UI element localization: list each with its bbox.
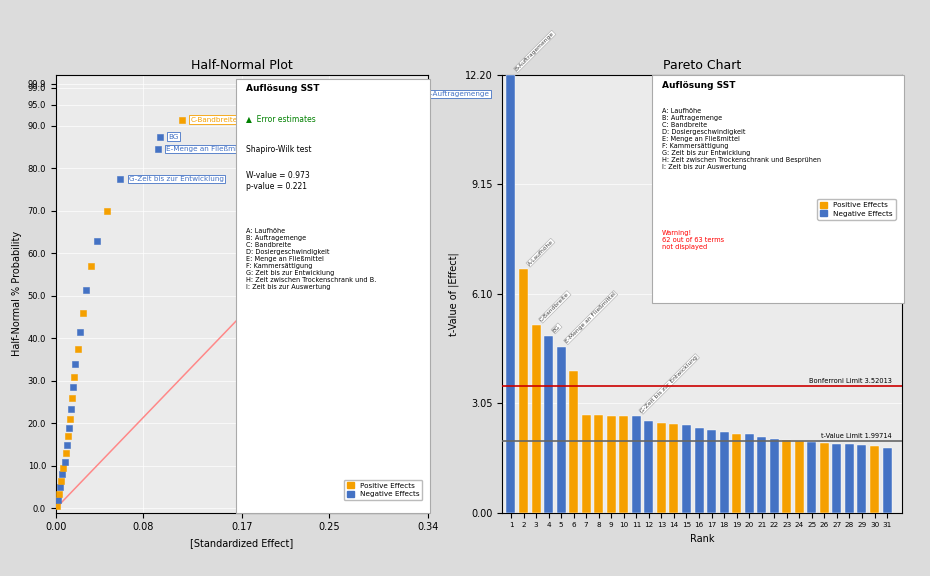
Bar [606,416,616,513]
Text: Auflösung SST: Auflösung SST [246,84,319,93]
Bar [720,432,728,513]
Point [56,464,71,473]
Text: B-Auftragemenge: B-Auftragemenge [514,31,555,72]
Point [61,423,76,432]
Bar [557,347,565,513]
Point [53,483,68,492]
Point [150,145,165,154]
Bar [770,439,778,513]
Text: A-Laufhöhe: A-Laufhöhe [526,239,554,267]
Bar [883,448,892,513]
Point [71,344,86,354]
Point [409,89,424,98]
Point [84,262,99,271]
Bar [732,434,741,513]
Point [113,175,127,184]
Point [55,470,70,479]
Bar [757,437,766,513]
Text: A: Laufhöhe
B: Auftragemenge
C: Bandbreite
D: Dosiergeschwindigkeit
E: Menge an : A: Laufhöhe B: Auftragemenge C: Bandbrei… [246,228,376,290]
Bar [657,423,666,513]
Text: A: Laufhöhe
B: Auftragemenge
C: Bandbreite
D: Dosiergeschwindigkeit
E: Menge an : A: Laufhöhe B: Auftragemenge C: Bandbrei… [662,108,821,170]
Text: E-Menge an Fließmittel: E-Menge an Fließmittel [166,146,249,152]
X-axis label: [Standardized Effect]: [Standardized Effect] [190,538,294,548]
Bar [519,270,528,513]
Title: Pareto Chart: Pareto Chart [663,59,741,73]
Bar [581,415,591,513]
Y-axis label: t-Value of |Effect|: t-Value of |Effect| [448,252,459,336]
Point [153,132,167,141]
Point [65,393,80,403]
Bar [532,325,540,513]
Point [63,404,78,413]
Point [75,308,90,317]
Bar [832,444,842,513]
Legend: Positive Effects, Negative Effects: Positive Effects, Negative Effects [344,480,422,501]
Text: G-Zeit bis zur Entwicklung: G-Zeit bis zur Entwicklung [640,354,698,414]
Point [100,206,114,215]
Point [238,102,253,111]
Point [90,236,105,245]
Text: t-Value Limit 1.99714: t-Value Limit 1.99714 [821,433,892,439]
Legend: Positive Effects, Negative Effects: Positive Effects, Negative Effects [817,199,896,219]
FancyBboxPatch shape [236,79,430,513]
Text: BG: BG [551,324,562,334]
Point [57,457,72,466]
Point [66,382,81,392]
Point [59,449,73,458]
Text: W-value = 0.973
p-value = 0.221: W-value = 0.973 p-value = 0.221 [246,171,310,191]
Bar [707,430,716,513]
Bar [631,416,641,513]
Bar [795,441,804,513]
X-axis label: Rank: Rank [690,534,714,544]
Point [60,431,75,441]
Bar [682,425,691,513]
Text: Shapiro-Wilk test: Shapiro-Wilk test [246,145,311,154]
Point [62,415,77,424]
Point [52,489,67,498]
Point [174,115,189,124]
Point [60,440,74,449]
Bar [820,443,829,513]
Bar [845,445,854,513]
Point [73,327,87,336]
Bar [569,371,578,513]
Bar [544,336,553,513]
Bar [670,424,679,513]
Point [67,372,82,381]
Text: G-Zeit bis zur Entwicklung: G-Zeit bis zur Entwicklung [129,176,224,182]
Point [50,495,65,505]
Title: Half-Normal Plot: Half-Normal Plot [191,59,293,73]
Text: ▲  Error estimates: ▲ Error estimates [246,114,315,123]
Text: Bonferroni Limit 3.52013: Bonferroni Limit 3.52013 [809,378,892,384]
Text: Auflösung SST: Auflösung SST [662,81,736,90]
Bar [870,446,879,513]
Bar [745,434,753,513]
Text: Warning!
62 out of 63 terms
not displayed: Warning! 62 out of 63 terms not displaye… [662,230,724,251]
Point [68,359,83,369]
Text: A-Laufhöhe: A-Laufhöhe [254,104,295,110]
Bar [619,416,629,513]
Y-axis label: Half-Normal % Probability: Half-Normal % Probability [12,231,22,357]
Bar [594,415,604,513]
Point [54,476,69,486]
Bar [857,445,867,513]
Bar [782,440,791,513]
Text: C-Bandbreite: C-Bandbreite [191,116,238,123]
Point [49,502,64,511]
Bar [644,421,654,513]
Text: BG: BG [168,134,179,139]
Bar [507,75,515,513]
FancyBboxPatch shape [652,75,904,302]
Bar [807,442,817,513]
Text: C-Bandbreite: C-Bandbreite [539,291,570,323]
Text: E-Menge an Fließmittel: E-Menge an Fließmittel [565,291,618,344]
Text: B-Auftragemenge: B-Auftragemenge [426,91,489,97]
Bar [695,429,703,513]
Point [79,285,94,294]
